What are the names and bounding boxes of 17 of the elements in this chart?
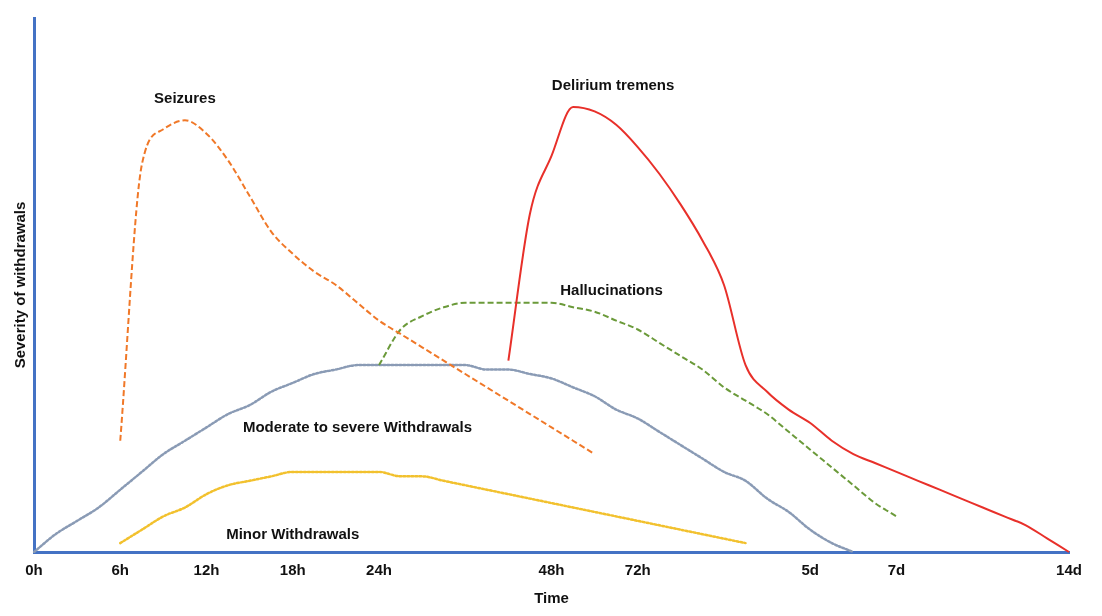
x-tick-label: 12h [193,561,220,579]
y-axis-title: Severity of withdrawals [11,201,29,369]
x-tick-label: 5d [801,561,820,579]
text: Minor Withdrawals [226,524,360,542]
x-tick-label: 14d [1056,561,1082,579]
x-tick-label: 0h [25,561,43,579]
series-label: Delirium tremens [551,75,675,93]
x-tick-label: 7d [887,561,906,579]
series-label: Hallucinations [560,281,663,299]
series-label: Moderate to severe Withdrawals [242,417,472,435]
x-tick-label: 18h [279,561,306,579]
x-tick-label: 72h [624,561,651,579]
series-label: Seizures [154,88,216,106]
x-tick-label: 6h [111,561,130,579]
x-axis-title: Time [534,589,569,607]
x-tick-label: 48h [538,561,565,579]
x-tick-label: 24h [366,561,392,579]
